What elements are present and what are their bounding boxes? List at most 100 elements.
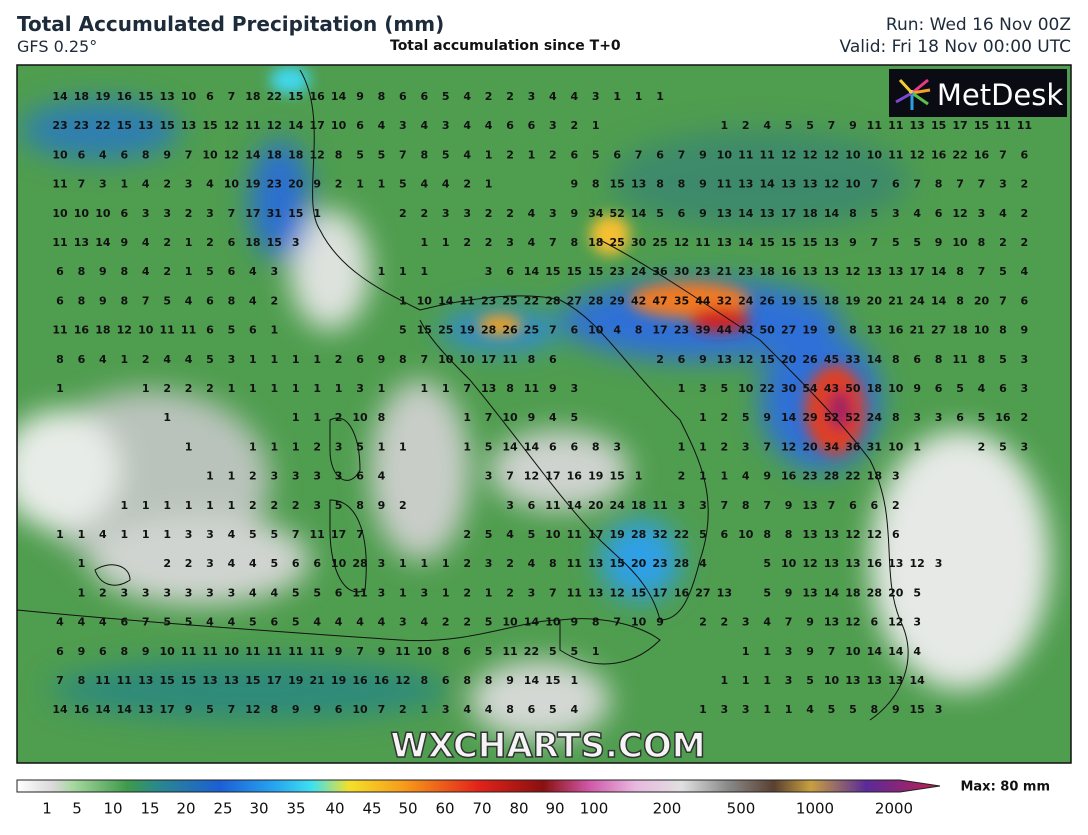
- precip-value: 28: [631, 528, 646, 541]
- precip-value: 54: [802, 382, 818, 395]
- precip-value: 1: [270, 324, 278, 337]
- precip-value: 52: [845, 411, 860, 424]
- precip-value: 5: [270, 528, 278, 541]
- precip-value: 1: [763, 674, 771, 687]
- precip-value: 7: [785, 616, 793, 629]
- precip-value: 3: [270, 265, 278, 278]
- precip-value: 8: [378, 90, 386, 103]
- colorbar-label: 40: [325, 800, 344, 818]
- precip-value: 1: [763, 645, 771, 658]
- precip-value: 5: [163, 616, 171, 629]
- precip-value: 17: [310, 119, 325, 132]
- precip-value: 10: [545, 616, 561, 629]
- precip-value: 1: [420, 703, 428, 716]
- precip-value: 13: [588, 586, 603, 599]
- precip-value: 20: [867, 294, 883, 307]
- precip-value: 2: [549, 148, 557, 161]
- precip-value: 4: [420, 119, 428, 132]
- precip-value: 5: [978, 411, 986, 424]
- precip-value: 2: [1021, 178, 1029, 191]
- precip-value: 13: [159, 90, 174, 103]
- precip-value: 1: [420, 265, 428, 278]
- precip-value: 16: [117, 90, 133, 103]
- precip-value: 3: [742, 616, 750, 629]
- precip-value: 2: [699, 616, 707, 629]
- precip-value: 8: [978, 353, 986, 366]
- precip-value: 1: [185, 440, 193, 453]
- precip-value: 24: [631, 265, 647, 278]
- precip-value: 1: [485, 148, 493, 161]
- precip-value: 5: [356, 440, 364, 453]
- precip-value: 8: [742, 499, 750, 512]
- precip-value: 18: [845, 586, 860, 599]
- precip-value: 1: [570, 674, 578, 687]
- precip-value: 7: [549, 236, 557, 249]
- precip-value: 15: [760, 236, 775, 249]
- precip-value: 1: [292, 440, 300, 453]
- precip-value: 1: [185, 236, 193, 249]
- precip-value: 9: [699, 353, 707, 366]
- precip-value: 21: [310, 674, 325, 687]
- precip-value: 1: [313, 411, 321, 424]
- precip-value: 2: [185, 207, 193, 220]
- precip-value: 4: [99, 528, 107, 541]
- precip-value: 3: [228, 586, 236, 599]
- precip-value: 13: [760, 207, 775, 220]
- precip-value: 1: [399, 586, 407, 599]
- precip-value: 9: [763, 470, 771, 483]
- precip-value: 7: [356, 645, 364, 658]
- precip-value: 3: [506, 236, 514, 249]
- precip-value: 11: [52, 324, 67, 337]
- precip-value: 15: [610, 557, 625, 570]
- precip-value: 1: [635, 90, 643, 103]
- colorbar-label: 30: [249, 800, 268, 818]
- precip-value: 14: [888, 645, 904, 658]
- precip-value: 6: [935, 382, 943, 395]
- precip-value: 9: [656, 616, 664, 629]
- precip-value: 1: [313, 207, 321, 220]
- precip-value: 8: [420, 148, 428, 161]
- precip-value: 4: [185, 353, 193, 366]
- precip-value: 4: [806, 703, 814, 716]
- precip-value: 13: [181, 119, 196, 132]
- precip-value: 34: [588, 207, 604, 220]
- precip-value: 13: [867, 265, 882, 278]
- precip-value: 5: [570, 645, 578, 658]
- precip-value: 12: [781, 148, 796, 161]
- model: GFS 0.25°: [17, 37, 98, 56]
- precip-value: 9: [378, 645, 386, 658]
- colorbar-label: 50: [398, 800, 417, 818]
- precip-value: 45: [824, 353, 839, 366]
- precip-value: 1: [120, 528, 128, 541]
- precip-value: 22: [95, 119, 110, 132]
- precip-value: 28: [674, 557, 689, 570]
- precip-value: 52: [824, 411, 839, 424]
- precip-value: 5: [806, 674, 814, 687]
- precip-value: 3: [378, 586, 386, 599]
- precip-value: 9: [142, 645, 150, 658]
- precip-value: 10: [631, 616, 647, 629]
- precip-value: 5: [399, 324, 407, 337]
- precip-value: 8: [656, 178, 664, 191]
- precip-value: 7: [828, 499, 836, 512]
- precip-value: 6: [463, 645, 471, 658]
- precip-value: 5: [849, 703, 857, 716]
- precip-value: 13: [717, 586, 732, 599]
- precip-value: 1: [206, 470, 214, 483]
- precip-value: 12: [610, 586, 625, 599]
- precip-value: 50: [760, 324, 776, 337]
- precip-value: 10: [331, 557, 347, 570]
- precip-value: 5: [249, 528, 257, 541]
- precip-value: 4: [142, 236, 150, 249]
- precip-value: 8: [78, 674, 86, 687]
- precip-value: 25: [610, 236, 625, 249]
- precip-value: 11: [888, 148, 903, 161]
- precip-value: 3: [378, 557, 386, 570]
- precip-value: 1: [678, 440, 686, 453]
- precip-value: 28: [481, 324, 496, 337]
- title: Total Accumulated Precipitation (mm): [17, 12, 445, 36]
- precip-value: 5: [228, 324, 236, 337]
- precip-value: 9: [356, 90, 364, 103]
- colorbar-label: 1: [42, 800, 52, 818]
- precip-value: 11: [567, 528, 582, 541]
